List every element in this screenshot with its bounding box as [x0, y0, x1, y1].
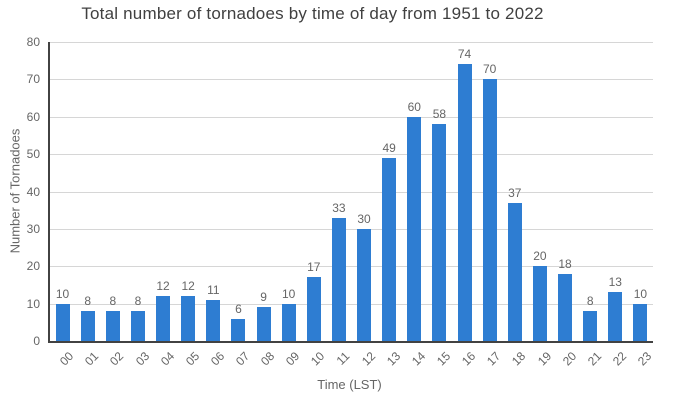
- gridline-y-70: [50, 79, 653, 81]
- bar-18: [507, 202, 522, 341]
- value-label-19: 20: [533, 249, 547, 264]
- x-tick-label-17: 17: [484, 349, 504, 369]
- y-tick-label-70: 70: [26, 72, 40, 87]
- bar-07: [231, 318, 246, 341]
- bar-04: [156, 296, 171, 341]
- y-tick-label-80: 80: [26, 35, 40, 49]
- value-label-23: 10: [633, 286, 648, 301]
- gridline-y-10: [50, 303, 653, 305]
- value-label-08: 9: [260, 290, 267, 305]
- x-tick-label-13: 13: [383, 349, 404, 369]
- x-tick-label-07: 07: [232, 349, 253, 369]
- gridline-y-20: [50, 266, 653, 268]
- x-tick-label-12: 12: [358, 349, 378, 369]
- gridline-y-50: [50, 154, 653, 156]
- value-label-16: 74: [457, 47, 472, 62]
- x-tick-label-10: 10: [308, 349, 328, 369]
- y-tick-label-40: 40: [26, 184, 40, 199]
- x-tick-label-23: 23: [634, 349, 655, 369]
- value-label-07: 6: [235, 301, 242, 316]
- x-tick-label-20: 20: [559, 349, 579, 369]
- y-tick-label-20: 20: [26, 259, 40, 274]
- gridline-y-80: [50, 42, 653, 43]
- bar-09: [281, 303, 296, 341]
- y-tick-label-30: 30: [26, 221, 40, 236]
- x-tick-label-00: 00: [57, 349, 77, 369]
- value-label-00: 10: [55, 286, 70, 301]
- value-label-11: 33: [332, 200, 346, 215]
- x-tick-label-02: 02: [107, 349, 127, 369]
- bar-12: [357, 228, 372, 341]
- bar-22: [608, 292, 623, 341]
- bar-05: [181, 296, 196, 341]
- bar-06: [206, 299, 221, 341]
- value-label-04: 12: [156, 279, 170, 294]
- x-tick-label-22: 22: [609, 349, 630, 369]
- value-label-06: 11: [207, 282, 220, 297]
- bar-11: [331, 217, 346, 341]
- x-tick-label-04: 04: [157, 349, 177, 369]
- gridline-y-60: [50, 116, 653, 118]
- value-label-02: 8: [109, 294, 117, 309]
- x-tick-label-06: 06: [207, 349, 228, 369]
- plot-area: 10 8 8 8 12 12 11 6 9 10 17 33 30 49 60 58 74 70 37 20 18 8 13…: [48, 42, 653, 343]
- value-label-14: 60: [407, 99, 421, 114]
- value-label-13: 49: [382, 140, 396, 155]
- x-tick-label-18: 18: [509, 349, 529, 369]
- x-tick-label-05: 05: [182, 349, 203, 369]
- x-tick-label-16: 16: [459, 349, 479, 369]
- value-label-01: 8: [84, 294, 92, 309]
- x-tick-label-11: 11: [334, 349, 353, 368]
- value-label-12: 30: [357, 211, 371, 226]
- gridline-y-40: [50, 191, 653, 193]
- bar-00: [55, 303, 70, 341]
- x-tick-label-09: 09: [283, 349, 303, 369]
- bar-02: [105, 311, 120, 341]
- x-tick-label-14: 14: [408, 349, 429, 369]
- value-label-20: 18: [558, 256, 572, 271]
- value-label-09: 10: [282, 286, 296, 301]
- bar-23: [633, 303, 648, 341]
- x-tick-label-15: 15: [433, 349, 454, 369]
- value-label-21: 8: [586, 294, 594, 309]
- y-tick-label-50: 50: [26, 147, 40, 162]
- y-tick-label-10: 10: [26, 296, 40, 311]
- x-tick-label-21: 21: [584, 349, 605, 369]
- bar-03: [130, 311, 145, 341]
- bar-08: [256, 307, 271, 341]
- x-tick-label-19: 19: [534, 349, 554, 369]
- bar-21: [583, 311, 598, 341]
- value-label-03: 8: [134, 294, 142, 309]
- value-label-05: 12: [181, 279, 195, 294]
- bar-20: [558, 273, 573, 341]
- bar-10: [306, 277, 321, 341]
- y-tick-label-0: 0: [33, 334, 40, 348]
- bar-16: [457, 64, 472, 341]
- x-tick-label-08: 08: [258, 349, 278, 369]
- gridline-y-30: [50, 228, 653, 230]
- value-label-18: 37: [508, 185, 522, 200]
- chart-title: Total number of tornadoes by time of day…: [81, 4, 544, 23]
- bar-19: [532, 266, 547, 341]
- y-tick-label-60: 60: [26, 109, 40, 124]
- bar-14: [407, 116, 422, 341]
- value-label-15: 58: [432, 107, 447, 122]
- value-label-17: 70: [483, 62, 497, 77]
- value-label-10: 17: [307, 260, 321, 275]
- bar-17: [482, 79, 497, 341]
- x-tick-label-03: 03: [132, 349, 152, 369]
- bar-13: [382, 157, 397, 341]
- bar-15: [432, 124, 447, 341]
- value-label-22: 13: [608, 275, 622, 290]
- x-tick-label-01: 01: [82, 349, 102, 369]
- x-axis-title: Time (LST): [317, 377, 382, 392]
- bar-01: [80, 311, 95, 341]
